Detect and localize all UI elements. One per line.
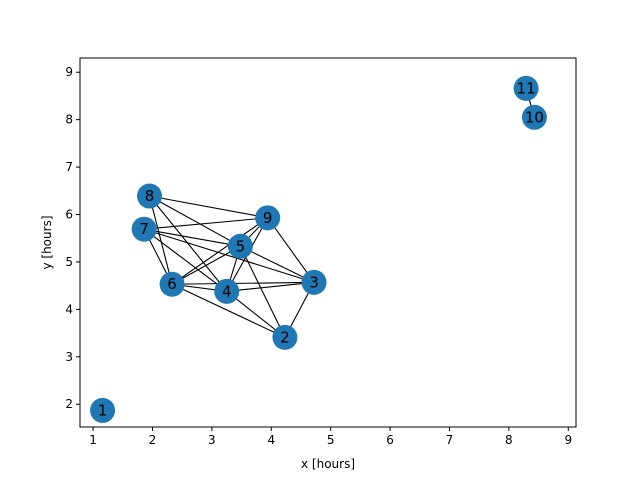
- node-10: 10: [522, 105, 547, 130]
- node-5-label: 5: [236, 237, 246, 255]
- node-2-label: 2: [280, 328, 290, 346]
- node-6: 6: [160, 272, 185, 297]
- y-tick-label-2: 2: [65, 397, 73, 411]
- node-1-label: 1: [98, 401, 108, 419]
- node-8-label: 8: [145, 187, 155, 205]
- node-3-label: 3: [309, 273, 319, 291]
- node-4: 4: [214, 279, 239, 304]
- y-tick-label-5: 5: [65, 255, 73, 269]
- node-11: 11: [514, 76, 539, 101]
- x-tick-label-3: 3: [208, 433, 216, 447]
- node-10-label: 10: [525, 108, 544, 126]
- y-tick-label-7: 7: [65, 160, 73, 174]
- node-2: 2: [272, 325, 297, 350]
- node-7-label: 7: [139, 220, 149, 238]
- x-tick-label-1: 1: [89, 433, 97, 447]
- y-tick-label-8: 8: [65, 113, 73, 127]
- x-tick-label-2: 2: [149, 433, 157, 447]
- node-11-label: 11: [517, 79, 536, 97]
- y-tick-label-9: 9: [65, 65, 73, 79]
- node-8: 8: [137, 184, 162, 209]
- x-tick-label-7: 7: [446, 433, 454, 447]
- x-axis-label: x [hours]: [301, 457, 355, 471]
- node-3: 3: [302, 270, 327, 295]
- node-5: 5: [228, 234, 253, 259]
- node-7: 7: [132, 217, 157, 242]
- node-6-label: 6: [167, 275, 177, 293]
- y-axis-label: y [hours]: [40, 215, 54, 269]
- node-9-label: 9: [263, 209, 273, 227]
- x-tick-label-5: 5: [327, 433, 335, 447]
- y-tick-label-6: 6: [65, 208, 73, 222]
- y-tick-label-4: 4: [65, 302, 73, 316]
- x-tick-label-6: 6: [386, 433, 394, 447]
- y-tick-label-3: 3: [65, 350, 73, 364]
- node-4-label: 4: [222, 282, 232, 300]
- x-tick-label-9: 9: [564, 433, 572, 447]
- node-1: 1: [90, 398, 115, 423]
- node-9: 9: [255, 205, 280, 230]
- x-tick-label-8: 8: [505, 433, 513, 447]
- x-tick-label-4: 4: [267, 433, 275, 447]
